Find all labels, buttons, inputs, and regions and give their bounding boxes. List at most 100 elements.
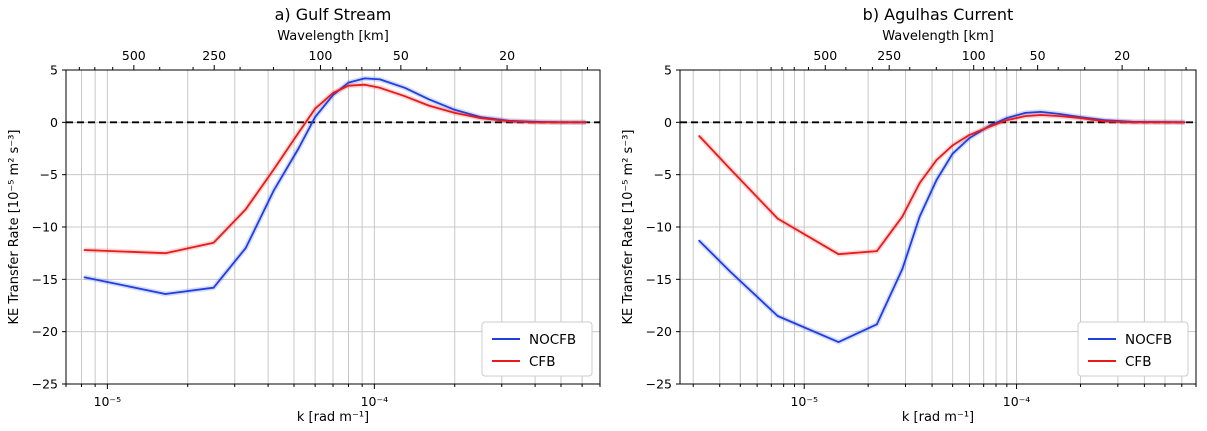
data-point [403,95,406,97]
data-point [935,159,938,161]
data-point [876,250,878,252]
top-axis-label: Wavelength [km] [882,29,994,44]
data-point [314,116,316,118]
data-point [164,293,167,295]
data-point [1039,114,1042,116]
data-point [347,81,350,84]
y-axis-label: KE Transfer Rate [10⁻⁵ m² s⁻³] [621,130,636,325]
x-tick-label: 10⁻⁵ [790,394,818,409]
top-axis-label: Wavelength [km] [277,29,389,44]
data-point [1059,115,1061,117]
data-point [837,253,840,256]
legend-box [481,321,593,377]
y-tick-label: −10 [32,220,58,235]
data-point [698,135,700,137]
y-tick-label: −15 [646,272,672,287]
y-tick-label: −20 [646,324,672,339]
data-point [1006,117,1008,119]
data-point [1024,112,1027,114]
data-point [314,107,316,110]
data-point [918,215,921,218]
chart-title: a) Gulf Stream [275,5,392,24]
data-point [212,286,215,289]
data-point [935,179,938,181]
legend-box [1077,321,1189,377]
data-point [297,132,300,134]
series-line-cfb [698,114,1185,256]
data-point [164,252,167,254]
data-point [729,271,732,273]
data-point [837,341,840,343]
data-point [453,112,456,114]
y-tick-label: −25 [32,377,58,392]
data-point [297,147,300,150]
data-point [876,323,878,326]
data-point [776,217,779,220]
data-point [560,121,562,124]
data-point [951,152,954,155]
y-tick-label: −5 [654,167,672,182]
y-tick-label: 5 [50,63,58,78]
data-point [534,121,536,124]
plot-frame [679,69,1197,385]
top-tick-label: 20 [499,48,515,63]
series-band-cfb [84,82,586,256]
series-band-nocfb [83,75,586,297]
data-point [453,108,456,111]
y-tick-label: −20 [32,324,58,339]
y-axis-label: KE Transfer Rate [10⁻⁵ m² s⁻³] [7,130,22,325]
data-point [989,125,991,128]
data-point [1103,120,1106,123]
top-tick-label: 500 [813,48,837,63]
data-point [379,86,381,89]
data-point [403,86,406,89]
y-tick-label: −5 [40,167,58,182]
data-point [776,315,779,317]
data-point [729,168,732,171]
y-tick-label: −15 [32,272,58,287]
top-tick-label: 500 [122,48,146,63]
data-point [1024,115,1027,117]
data-point [968,134,971,136]
x-axis-label: k [rad m⁻¹] [297,410,369,425]
y-tick-label: −25 [646,377,672,392]
data-point [332,92,334,94]
data-point [698,239,700,242]
top-tick-label: 100 [309,48,333,63]
data-point [1039,111,1042,113]
data-point [332,94,334,96]
top-tick-label: 100 [962,48,986,63]
data-point [245,247,247,249]
data-point [901,215,904,218]
series-line-nocfb [84,77,586,295]
data-point [968,137,971,139]
x-tick-label: 10⁻⁵ [94,394,122,409]
top-tick-label: 250 [877,48,901,63]
legend-label-nocfb: NOCFB [1125,332,1172,348]
data-point [1131,121,1133,124]
data-point [918,182,921,184]
data-point [212,241,215,244]
y-tick-label: −10 [646,220,672,235]
y-tick-label: 0 [50,115,58,130]
data-point [901,268,904,270]
x-axis-label: k [rad m⁻¹] [902,410,974,425]
data-point [1079,117,1082,119]
legend: NOCFB CFB [481,321,593,377]
chart-title: b) Agulhas Current [863,5,1014,24]
data-point [428,104,430,107]
top-tick-label: 20 [1114,48,1130,63]
legend-label-nocfb: NOCFB [529,332,576,348]
data-point [428,98,430,101]
data-point [1059,113,1061,115]
legend-label-cfb: CFB [1125,354,1151,370]
data-point [83,276,86,279]
y-tick-label: 5 [664,63,672,78]
legend-label-cfb: CFB [529,354,555,370]
data-point [272,168,275,171]
data-point [508,120,511,123]
data-point [1006,119,1008,122]
